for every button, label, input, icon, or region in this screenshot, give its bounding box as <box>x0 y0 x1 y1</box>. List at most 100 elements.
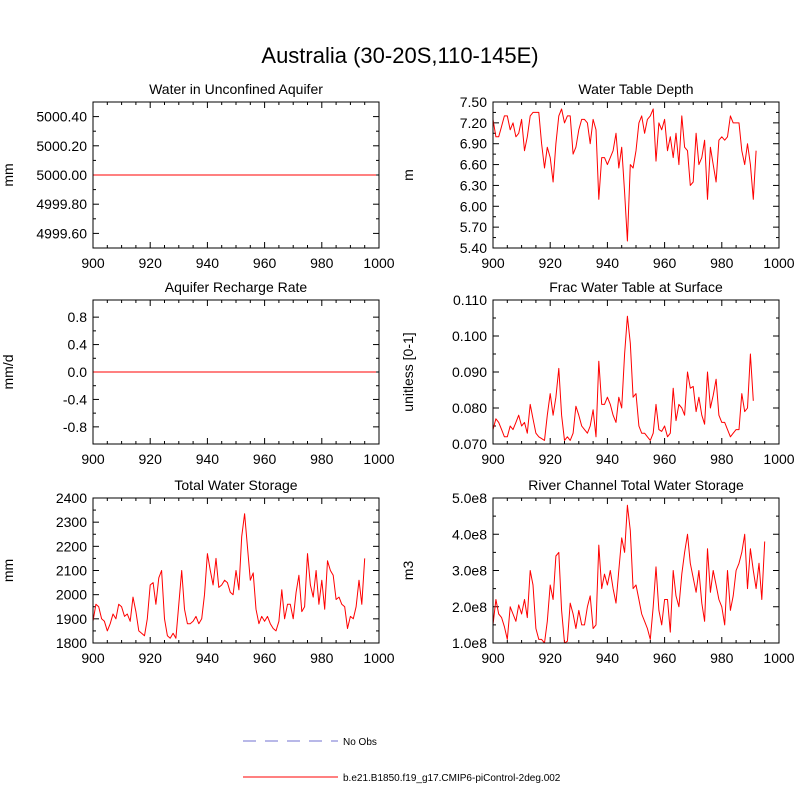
x-tick-label: 920 <box>539 451 563 467</box>
y-tick-label: 7.50 <box>460 94 487 110</box>
x-tick-label: 1000 <box>363 650 394 666</box>
x-tick-label: 1000 <box>763 451 794 467</box>
y-axis-label: unitless [0-1] <box>400 332 416 411</box>
panel-title: Water in Unconfined Aquifer <box>149 81 323 97</box>
y-tick-label: 0.8 <box>68 309 88 325</box>
y-tick-label: 1800 <box>56 635 87 651</box>
y-tick-label: 1.0e8 <box>452 635 487 651</box>
panel-title: Frac Water Table at Surface <box>549 279 723 295</box>
x-tick-label: 900 <box>81 451 105 467</box>
y-tick-label: 1900 <box>56 611 87 627</box>
y-tick-label: 7.20 <box>460 115 487 131</box>
x-tick-label: 980 <box>710 451 734 467</box>
y-tick-label: 2000 <box>56 587 87 603</box>
y-tick-label: 5.70 <box>460 219 487 235</box>
x-tick-label: 920 <box>139 650 163 666</box>
y-tick-label: 5.0e8 <box>452 490 487 506</box>
x-tick-label: 1000 <box>763 255 794 271</box>
y-tick-label: 4999.80 <box>36 196 87 212</box>
legend-item-model-run: b.e21.B1850.f19_g17.CMIP6-piControl-2deg… <box>243 773 561 784</box>
panel-title: Aquifer Recharge Rate <box>165 279 308 295</box>
panel-title: Water Table Depth <box>578 81 693 97</box>
x-tick-label: 960 <box>253 451 277 467</box>
x-tick-label: 920 <box>539 650 563 666</box>
x-tick-label: 900 <box>481 255 505 271</box>
x-tick-label: 920 <box>139 451 163 467</box>
x-tick-label: 920 <box>139 255 163 271</box>
chart-panel-4: Total Water Storage mm 900 920 940 960 980 1000… <box>0 477 395 666</box>
x-tick-label: 960 <box>653 255 677 271</box>
x-tick-label: 960 <box>653 451 677 467</box>
y-axis-label: mm <box>0 163 16 186</box>
y-tick-label: 5000.20 <box>36 138 87 154</box>
y-tick-label: 0.0 <box>68 364 88 380</box>
y-axis-label: m3 <box>400 561 416 581</box>
x-tick-label: 1000 <box>363 451 394 467</box>
x-tick-label: 940 <box>196 650 220 666</box>
y-tick-label: -0.8 <box>63 419 87 435</box>
series-line <box>492 108 757 242</box>
y-axis-label: m <box>400 169 416 181</box>
y-tick-label: 0.070 <box>452 436 487 452</box>
y-tick-label: 0.080 <box>452 400 487 416</box>
x-tick-label: 940 <box>596 650 620 666</box>
y-tick-label: 2100 <box>56 563 87 579</box>
x-tick-label: 980 <box>710 255 734 271</box>
legend: No Obs b.e21.B1850.f19_g17.CMIP6-piContr… <box>243 737 561 784</box>
x-tick-label: 1000 <box>363 255 394 271</box>
y-tick-label: 5000.00 <box>36 167 87 183</box>
plot-frame <box>492 497 780 644</box>
y-tick-label: 0.4 <box>68 337 88 353</box>
y-tick-label: 2300 <box>56 514 87 530</box>
series-line <box>92 513 366 639</box>
chart-panel-3: Frac Water Table at Surface unitless [0-1… <box>400 279 795 467</box>
x-tick-label: 940 <box>596 451 620 467</box>
panel-title: Total Water Storage <box>174 477 297 493</box>
legend-item-no-obs: No Obs <box>243 737 377 748</box>
y-tick-label: 2400 <box>56 490 87 506</box>
y-tick-label: 0.090 <box>452 364 487 380</box>
y-tick-label: -0.4 <box>63 391 87 407</box>
legend-label-model-run: b.e21.B1850.f19_g17.CMIP6-piControl-2deg… <box>343 773 561 784</box>
plot-frame <box>92 497 380 644</box>
chart-panels: Water in Unconfined Aquifer mm 900 920 940 96… <box>0 81 795 666</box>
plot-frame <box>92 101 380 249</box>
plot-frame <box>492 101 780 249</box>
y-tick-label: 5000.40 <box>36 109 87 125</box>
figure-title: Australia (30-20S,110-145E) <box>261 43 538 68</box>
chart-panel-0: Water in Unconfined Aquifer mm 900 920 940 96… <box>0 81 395 271</box>
plot-frame <box>92 299 380 445</box>
x-tick-label: 960 <box>653 650 677 666</box>
x-tick-label: 900 <box>81 650 105 666</box>
x-tick-label: 960 <box>253 650 277 666</box>
chart-panel-2: Aquifer Recharge Rate mm/d 900 920 940 960 980… <box>0 279 395 467</box>
y-tick-label: 6.60 <box>460 157 487 173</box>
x-tick-label: 900 <box>81 255 105 271</box>
y-tick-label: 3.0e8 <box>452 563 487 579</box>
y-tick-label: 6.90 <box>460 136 487 152</box>
y-tick-label: 4999.60 <box>36 225 87 241</box>
series-line <box>492 504 766 644</box>
x-tick-label: 960 <box>253 255 277 271</box>
x-tick-label: 920 <box>539 255 563 271</box>
y-tick-label: 6.30 <box>460 177 487 193</box>
y-axis-label: mm <box>0 559 16 582</box>
y-tick-label: 5.40 <box>460 240 487 256</box>
x-tick-label: 980 <box>310 255 334 271</box>
x-tick-label: 980 <box>310 650 334 666</box>
x-tick-label: 900 <box>481 650 505 666</box>
x-tick-label: 980 <box>710 650 734 666</box>
x-tick-label: 980 <box>310 451 334 467</box>
y-axis-label: mm/d <box>0 355 16 390</box>
x-tick-label: 940 <box>596 255 620 271</box>
y-tick-label: 2.0e8 <box>452 599 487 615</box>
legend-label-no-obs: No Obs <box>343 737 377 748</box>
chart-panel-5: River Channel Total Water Storage m3 900 92… <box>400 477 795 666</box>
x-tick-label: 940 <box>196 451 220 467</box>
panel-title: River Channel Total Water Storage <box>528 477 744 493</box>
y-tick-label: 4.0e8 <box>452 526 487 542</box>
y-tick-label: 2200 <box>56 538 87 554</box>
x-tick-label: 900 <box>481 451 505 467</box>
y-tick-label: 0.110 <box>453 292 487 308</box>
